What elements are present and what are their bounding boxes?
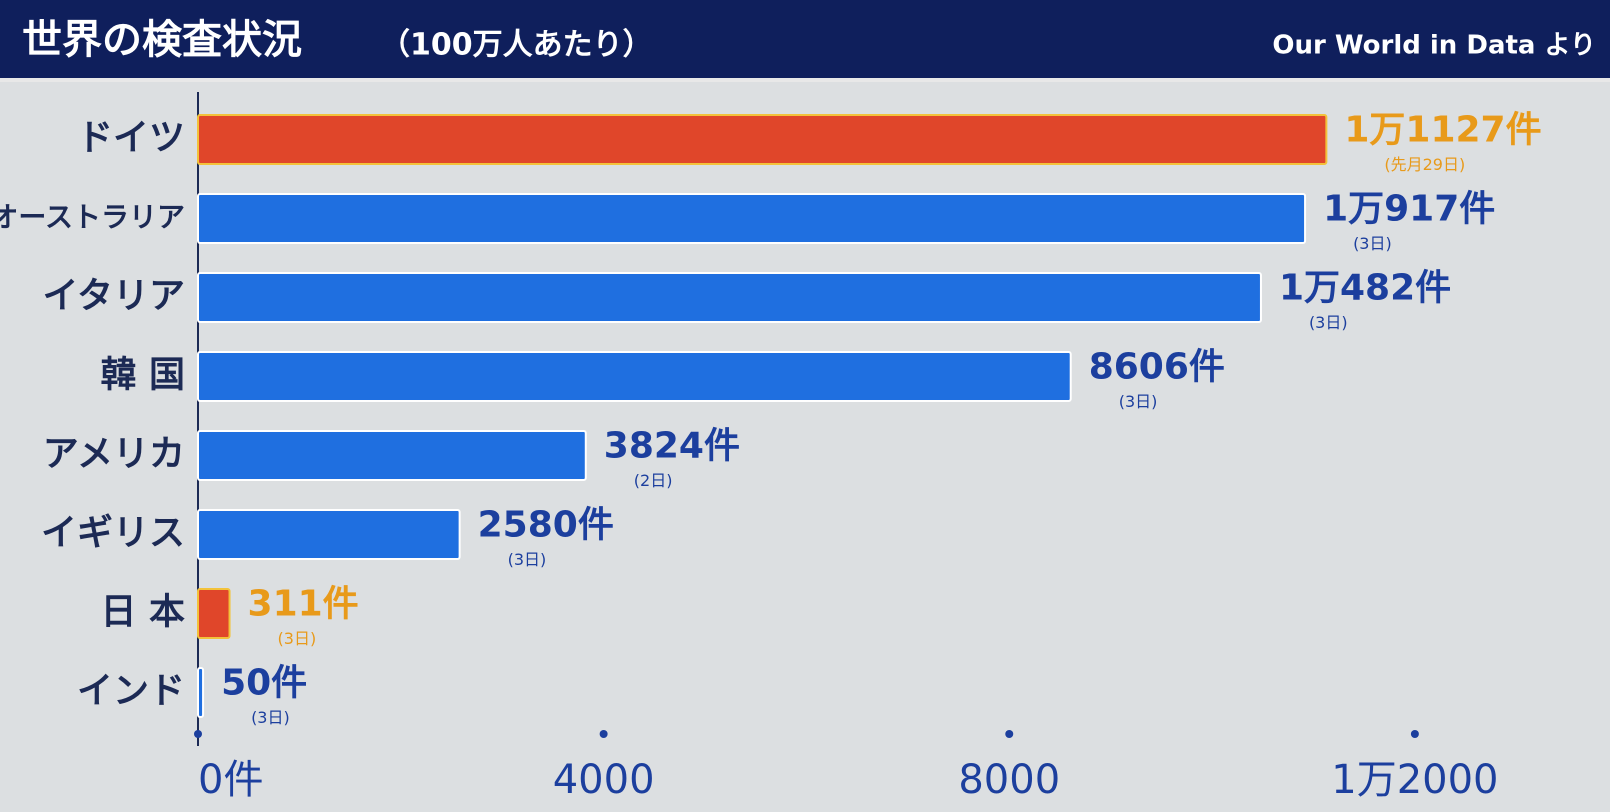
- date-note: (3日): [251, 708, 290, 727]
- value-label: 1万1127件: [1344, 110, 1541, 151]
- bar: [197, 114, 1328, 165]
- bar: [197, 509, 461, 560]
- category-label: イタリア: [42, 276, 185, 317]
- date-note: (3日): [1119, 392, 1158, 411]
- header-rule: [0, 78, 1610, 82]
- source: Our World in Data より: [1272, 31, 1596, 61]
- date-note: (先月29日): [1384, 155, 1465, 174]
- chart-subtitle: （100万人あたり）: [380, 28, 653, 63]
- date-note: (3日): [1309, 313, 1348, 332]
- category-label: インド: [77, 671, 185, 712]
- date-note: (3日): [1353, 234, 1392, 253]
- bar: [197, 588, 231, 639]
- category-label: オーストラリア: [0, 201, 185, 234]
- value-label: 50件: [221, 663, 307, 704]
- header-band: [0, 0, 1610, 78]
- value-label: 311件: [248, 584, 359, 625]
- date-note: (3日): [278, 629, 317, 648]
- x-tick-label: 0件: [198, 757, 263, 803]
- value-label: 2580件: [478, 505, 614, 546]
- category-label: 日 本: [100, 592, 185, 633]
- bar: [197, 430, 587, 481]
- bar: [197, 351, 1072, 402]
- value-label: 1万482件: [1279, 268, 1451, 309]
- bar: [197, 193, 1307, 244]
- category-label: 韓 国: [100, 355, 185, 396]
- x-tick-label: 8000: [958, 757, 1060, 803]
- category-label: ドイツ: [77, 118, 185, 159]
- value-label: 3824件: [604, 426, 740, 467]
- tick-dot: [599, 730, 608, 738]
- value-label: 1万917件: [1323, 189, 1495, 230]
- x-tick-label: 1万2000: [1331, 757, 1498, 803]
- x-tick-label: 4000: [553, 757, 655, 803]
- chart-title: 世界の検査状況: [22, 17, 302, 63]
- value-label: 8606件: [1089, 347, 1225, 388]
- category-label: イギリス: [41, 513, 185, 554]
- date-note: (2日): [634, 471, 673, 490]
- category-label: アメリカ: [43, 434, 185, 475]
- bar: [197, 667, 205, 718]
- tick-dot: [1005, 730, 1014, 738]
- bar: [197, 272, 1262, 323]
- tick-dot: [194, 730, 202, 738]
- date-note: (3日): [508, 550, 547, 569]
- tick-dot: [1410, 730, 1419, 738]
